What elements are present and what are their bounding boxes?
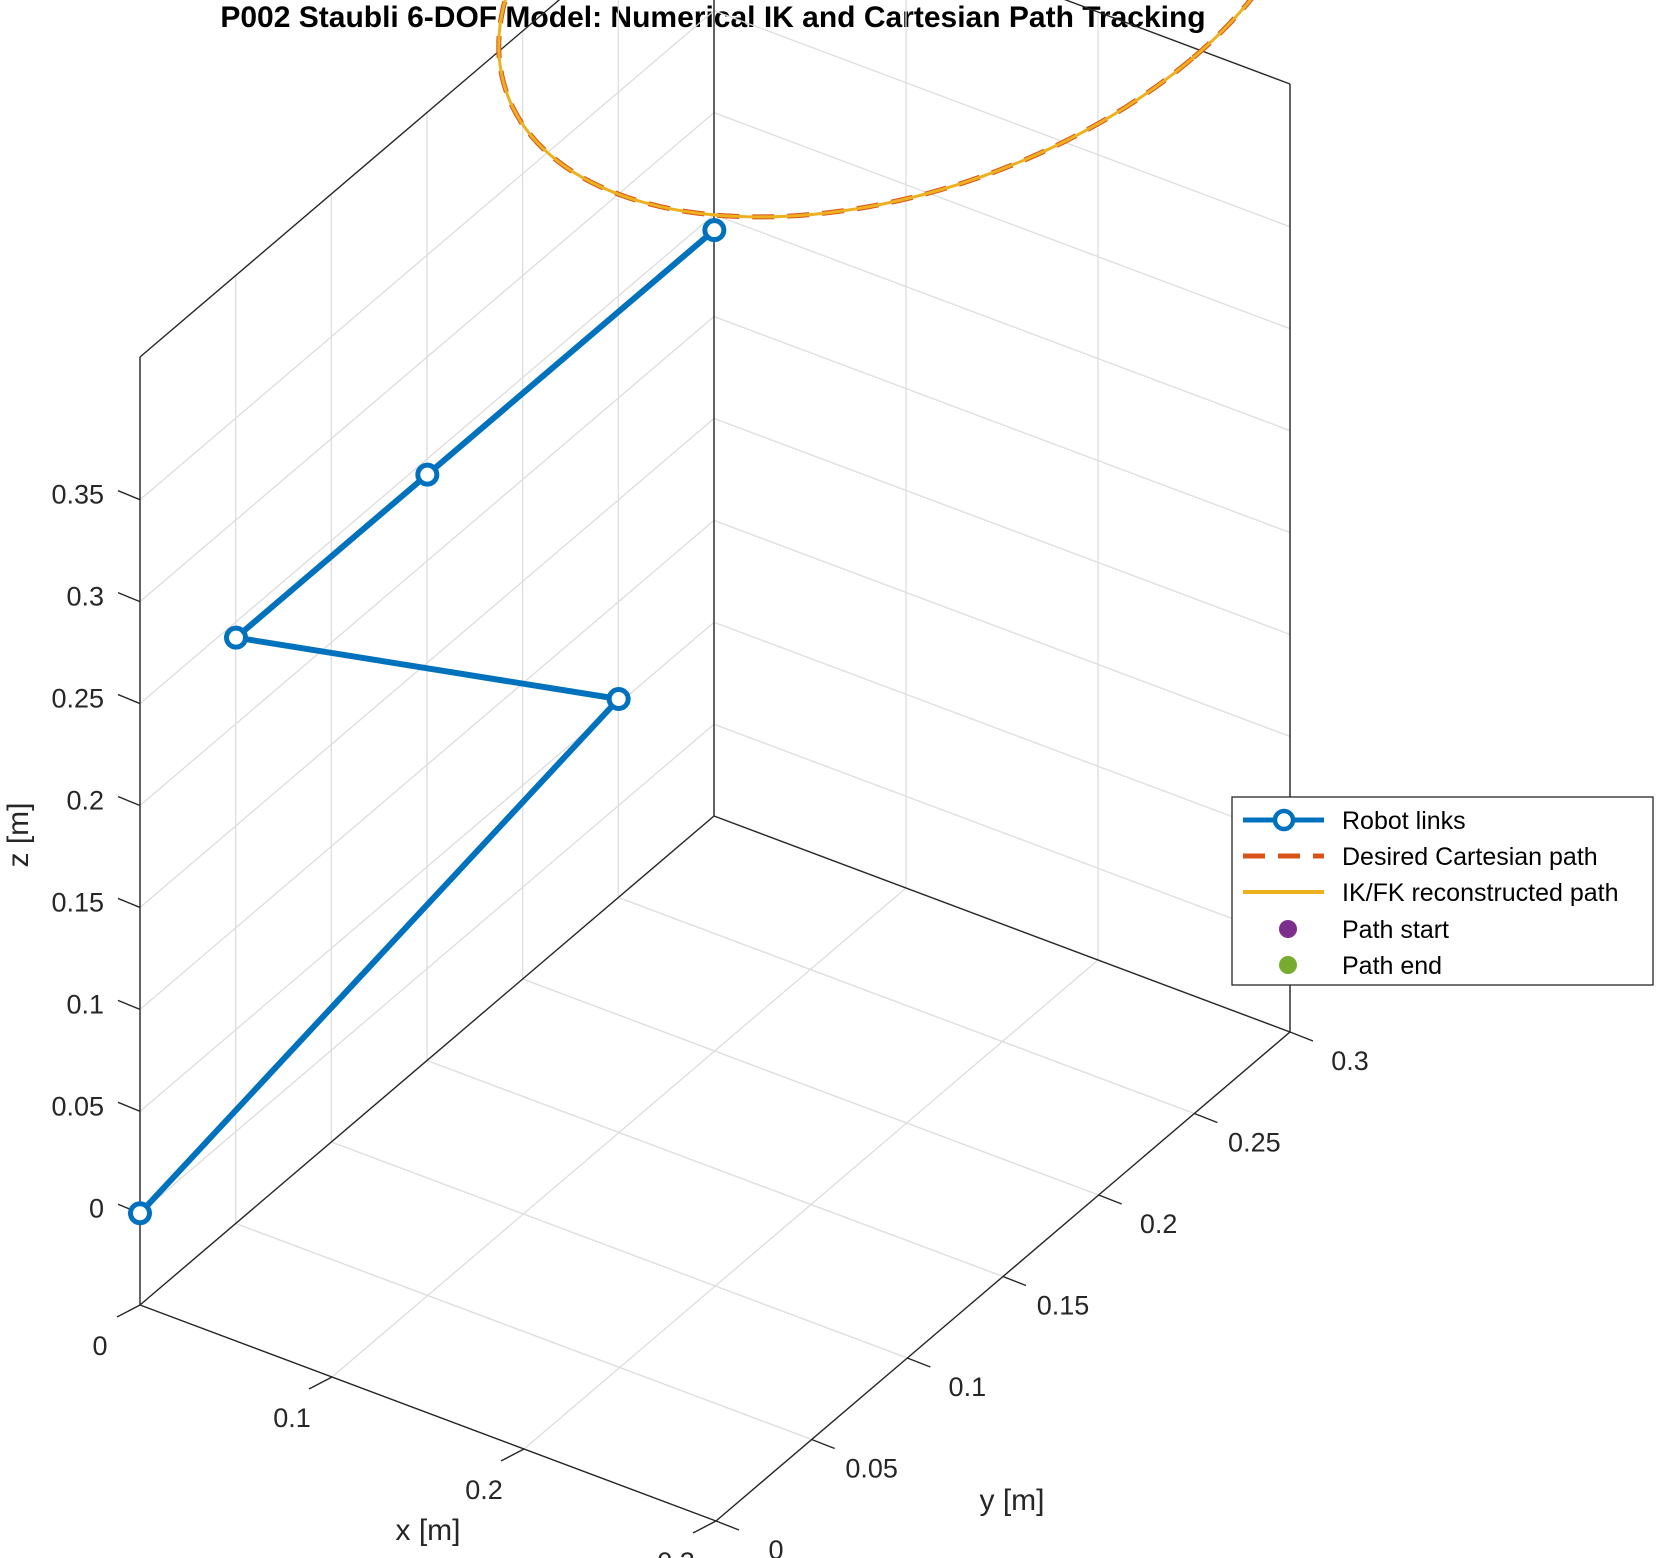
z-tick [117, 999, 141, 1011]
robot-joint-marker [415, 462, 440, 487]
y-tick [1194, 1112, 1218, 1124]
grid-line [713, 417, 1291, 636]
grid-line [713, 519, 1291, 737]
grid-line [713, 621, 1291, 839]
legend-label-desired-path: Desired Cartesian path [1342, 843, 1598, 871]
chart-title: P002 Staubli 6-DOF Model: Numerical IK a… [220, 1, 1205, 34]
axis-ticks: 0 0.05 0.1 0.15 0.2 0.25 0.3 0.35 0 0.1 0.2 0.3 0 0.0… [51, 480, 1368, 1558]
x-tick [116, 1304, 141, 1318]
robot-joint-marker [702, 218, 727, 243]
grid-line [426, 1059, 1004, 1278]
z-tick-label: 0.3 [66, 582, 104, 612]
grid-line [713, 213, 1291, 432]
x-tick-label: 0.1 [273, 1403, 311, 1433]
z-axis-label: z [m] [2, 803, 35, 868]
x-tick [692, 1520, 717, 1534]
z-tick-label: 0.25 [51, 684, 104, 714]
z-tick [117, 693, 141, 705]
legend-marker-robot-links [1272, 808, 1296, 832]
grid-line [618, 896, 1195, 1115]
robot-joint-marker [606, 687, 631, 711]
y-tick-label: 0.1 [949, 1372, 987, 1402]
grid-line [235, 1222, 812, 1441]
grid-line [139, 417, 715, 908]
reconstructed-path-line [497, 0, 1253, 219]
y-tick-label: 0.05 [845, 1454, 898, 1484]
y-tick [715, 1520, 740, 1531]
legend-item-path-start: Path start [1279, 916, 1449, 944]
z-tick [117, 897, 141, 909]
grid-line [713, 112, 1291, 330]
y-tick [1002, 1275, 1027, 1287]
grid-line [139, 519, 715, 1010]
z-tick-label: 0.35 [51, 480, 104, 510]
z-tick-label: 0 [89, 1193, 104, 1223]
legend-marker-path-start [1279, 920, 1297, 938]
robot-joint-marker [128, 1201, 152, 1226]
legend-label-path-end: Path end [1342, 952, 1442, 980]
x-tick [308, 1376, 333, 1390]
y-tick-label: 0.25 [1228, 1128, 1281, 1158]
y-axis-label: y [m] [980, 1484, 1045, 1517]
axes-edge [713, 815, 1291, 1033]
legend: Robot links Desired Cartesian path IK/FK… [1231, 796, 1654, 986]
z-tick [117, 795, 141, 807]
z-tick [117, 490, 141, 501]
grid-line [713, 10, 1291, 228]
plot-series [128, 0, 1254, 1226]
grid-line [139, 10, 715, 501]
robot-joint-marker [224, 625, 248, 650]
x-tick [500, 1448, 525, 1462]
legend-item-desired-path: Desired Cartesian path [1243, 843, 1598, 871]
z-tick [117, 1101, 141, 1112]
axes-edge [139, 0, 561, 358]
legend-item-reconstructed-path: IK/FK reconstructed path [1243, 879, 1619, 907]
grid-line [139, 214, 715, 705]
axes-edge [1064, 0, 1291, 85]
grid-line [713, 315, 1291, 534]
grid-line [331, 1141, 908, 1359]
legend-label-path-start: Path start [1342, 916, 1449, 944]
y-tick [1098, 1194, 1122, 1205]
z-tick-label: 0.15 [51, 887, 104, 917]
x-tick-label: 0.3 [657, 1547, 695, 1558]
grid-line [139, 723, 715, 1214]
x-axis-label: x [m] [396, 1514, 461, 1547]
grid-line [522, 978, 1099, 1196]
legend-item-robot-links: Robot links [1243, 807, 1466, 835]
y-tick-label: 0.2 [1140, 1209, 1178, 1239]
legend-label-reconstructed-path: IK/FK reconstructed path [1342, 879, 1619, 907]
legend-item-path-end: Path end [1279, 952, 1442, 980]
y-tick [1289, 1031, 1314, 1042]
y-tick-label: 0.15 [1037, 1291, 1090, 1321]
z-tick-label: 0.05 [51, 1091, 104, 1121]
y-tick-label: 0 [768, 1535, 783, 1558]
y-tick [811, 1438, 835, 1450]
grid-line [713, 723, 1291, 941]
axes-edge [139, 1304, 717, 1522]
z-tick [117, 591, 141, 603]
legend-label-robot-links: Robot links [1342, 807, 1466, 835]
z-tick-label: 0.2 [66, 786, 104, 816]
z-tick-label: 0.1 [66, 989, 104, 1019]
x-tick-label: 0.2 [465, 1475, 503, 1505]
legend-marker-path-end [1279, 956, 1297, 974]
y-tick [907, 1357, 931, 1368]
y-tick-label: 0.3 [1331, 1046, 1369, 1076]
grid-line [139, 316, 715, 807]
x-tick-label: 0 [92, 1331, 107, 1361]
axes-edge [139, 815, 715, 1306]
